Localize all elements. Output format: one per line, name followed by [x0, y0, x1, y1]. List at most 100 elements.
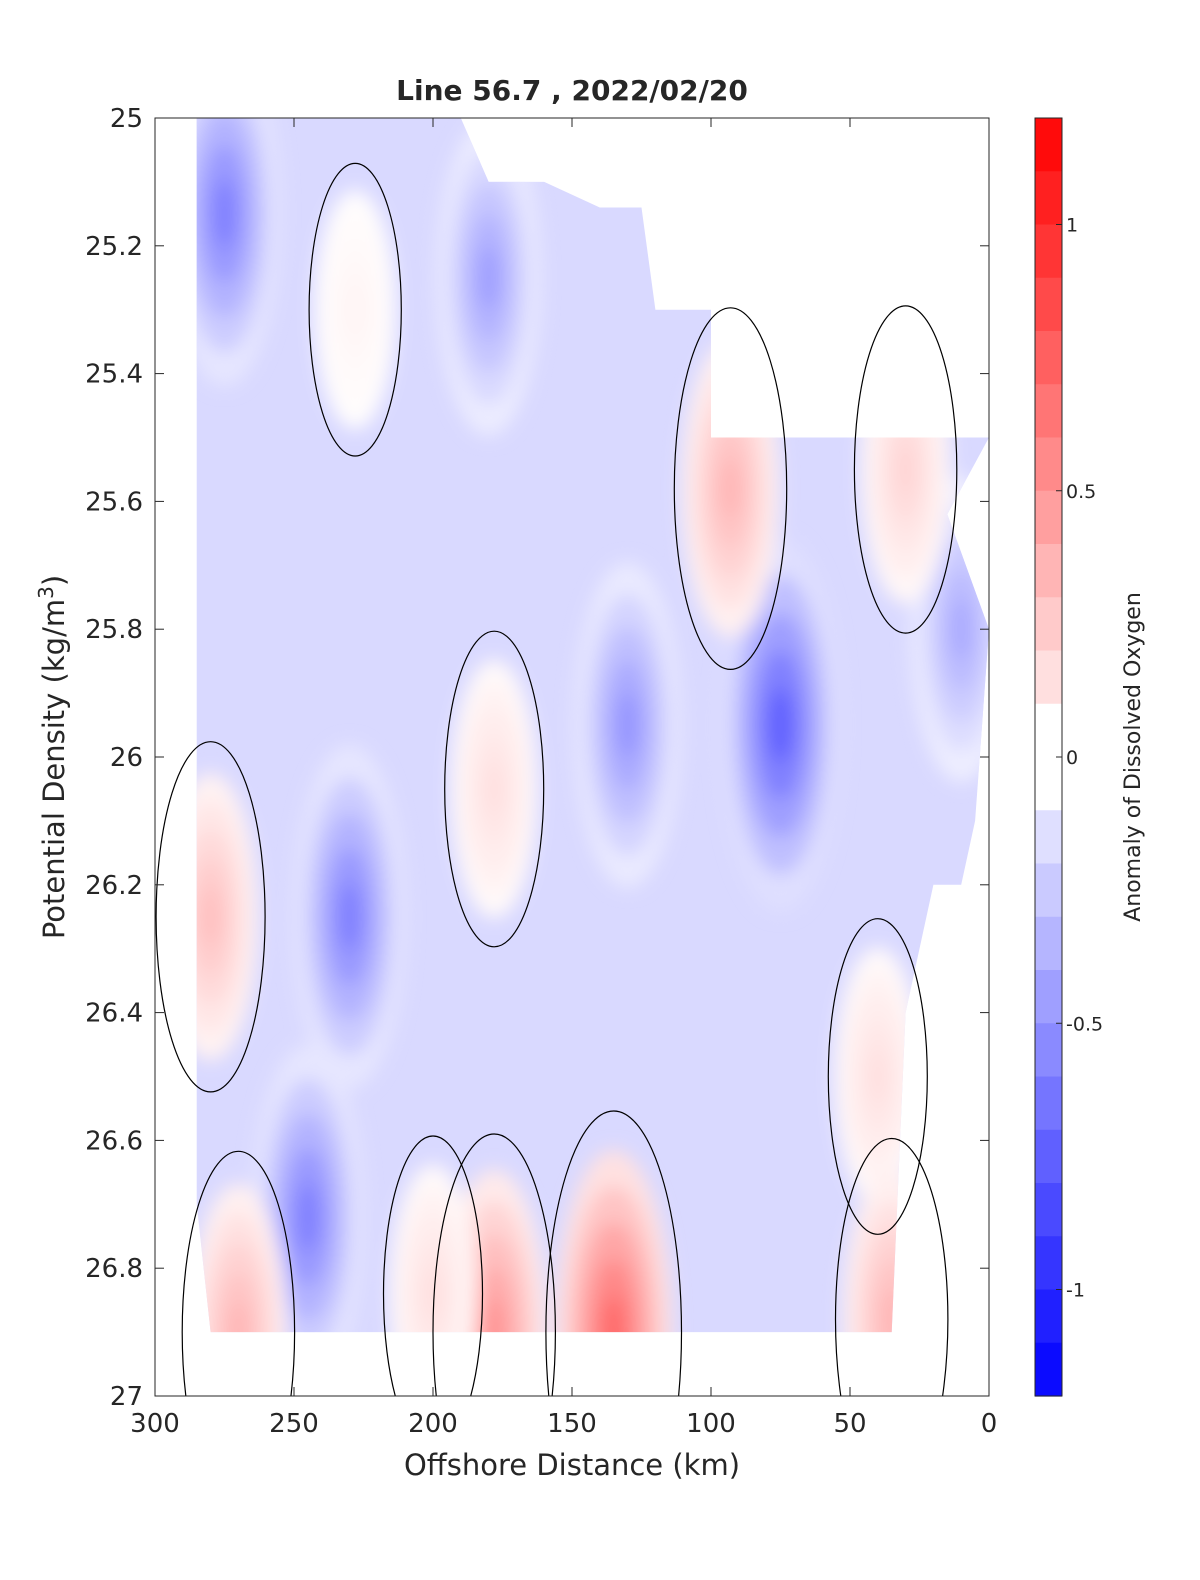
y-axis-label-superscript: 3 — [34, 586, 58, 599]
anomaly-level — [483, 1299, 505, 1333]
colorbar-label: Anomaly of Dissolved Oxygen — [1121, 592, 1146, 922]
y-tick-label: 26 — [110, 743, 143, 773]
anomaly-level — [617, 692, 639, 758]
anomaly-level — [347, 285, 364, 334]
anomaly-level — [296, 1182, 319, 1252]
zero-contour-line — [853, 305, 958, 634]
y-axis-label-main: Potential Density (kg/m — [37, 599, 71, 939]
colorbar-segment — [1035, 171, 1062, 226]
x-tick-label: 300 — [130, 1409, 180, 1439]
colorbar-segment — [1035, 544, 1062, 598]
anomaly-level — [338, 882, 361, 952]
anomaly-feature — [720, 538, 841, 912]
anomaly-level — [896, 442, 915, 497]
colorbar-segment — [1035, 970, 1062, 1024]
y-tick-label: 25 — [110, 104, 143, 134]
colorbar: 1 0.5 0 -0.5 -1 — [1034, 117, 1103, 1397]
colorbar-segment — [1035, 916, 1062, 971]
colorbar-segment — [1035, 810, 1062, 865]
colorbar-segment — [1035, 1289, 1062, 1344]
zero-contour-line — [308, 162, 402, 457]
x-tick-label: 0 — [981, 1409, 998, 1439]
anomaly-feature — [555, 1150, 673, 1333]
colorbar-segment — [1035, 597, 1062, 652]
anomaly-feature — [451, 659, 538, 919]
x-tick-label: 100 — [686, 1409, 736, 1439]
x-tick-label: 50 — [833, 1409, 866, 1439]
zero-contour-line — [545, 1110, 683, 1396]
colorbar-segment — [1035, 277, 1062, 332]
colorbar-segment — [1035, 224, 1062, 279]
zero-contour-line — [444, 630, 545, 948]
anomaly-level — [213, 179, 236, 249]
colorbar-segment — [1035, 757, 1062, 811]
colorbar-tick-label: 0 — [1066, 747, 1078, 769]
zero-contour-line — [827, 918, 928, 1235]
colorbar-tick-label: 0.5 — [1066, 481, 1096, 503]
y-tick-label: 26.6 — [85, 1126, 143, 1156]
x-tick-label: 150 — [547, 1409, 597, 1439]
colorbar-tick-label: -0.5 — [1066, 1013, 1103, 1035]
zero-contour-line — [181, 1150, 296, 1396]
anomaly-level — [228, 1302, 249, 1333]
colorbar-tick-label: 1 — [1066, 215, 1078, 237]
colorbar-segment — [1035, 490, 1062, 545]
colorbar-segment — [1035, 437, 1062, 492]
colorbar-segment — [1035, 1076, 1062, 1131]
anomaly-level — [209, 1243, 268, 1333]
y-tick-label: 26.4 — [85, 999, 143, 1029]
zero-contours — [155, 162, 958, 1396]
anomaly-level — [951, 598, 972, 660]
anomaly-feature — [574, 562, 681, 888]
colorbar-segment — [1035, 1023, 1062, 1078]
zero-contour-line — [382, 1135, 484, 1396]
colorbar-segment — [1035, 118, 1062, 172]
anomaly-feature — [389, 1164, 477, 1333]
anomaly-level — [473, 1266, 516, 1333]
colorbar-tick-label: -1 — [1066, 1280, 1085, 1302]
zero-contour-line — [155, 741, 266, 1093]
anomaly-level — [768, 687, 793, 763]
y-tick-label: 25.8 — [85, 615, 143, 645]
y-tick-label: 27 — [110, 1382, 143, 1412]
colorbar-segment — [1035, 863, 1062, 918]
chart-title: Line 56.7 , 2022/02/20 — [396, 74, 748, 107]
colorbar-segment — [1035, 384, 1062, 439]
axes: 300 250 200 150 100 50 0 25 25.2 25.4 25.6 25.8 26 26… — [85, 104, 997, 1439]
anomaly-level — [201, 888, 221, 946]
anomaly-feature — [437, 119, 540, 437]
colorbar-segment — [1035, 703, 1062, 758]
colorbar-segment — [1035, 1236, 1062, 1291]
anomaly-level — [720, 458, 741, 519]
anomaly-level — [869, 1050, 887, 1103]
colorbar-segment — [1035, 331, 1062, 385]
y-tick-label: 26.8 — [85, 1254, 143, 1284]
y-axis-label: Potential Density (kg/m3) — [34, 575, 71, 939]
x-tick-label: 200 — [408, 1409, 458, 1439]
anomaly-feature — [314, 189, 396, 430]
anomaly-level — [478, 246, 499, 310]
zero-contour-line — [834, 1137, 949, 1396]
anomaly-feature — [294, 744, 406, 1090]
y-tick-label: 25.6 — [85, 487, 143, 517]
y-tick-label: 25.4 — [85, 360, 143, 390]
colorbar-segment — [1035, 650, 1062, 705]
anomaly-feature — [196, 118, 281, 387]
anomaly-level — [424, 1267, 442, 1320]
x-axis-label: Offshore Distance (km) — [404, 1448, 740, 1482]
y-axis-label-close: ) — [37, 575, 71, 586]
anomaly-feature — [196, 773, 258, 1061]
anomaly-level — [602, 1295, 626, 1333]
colorbar-segment — [1035, 1342, 1062, 1397]
y-tick-label: 26.2 — [85, 871, 143, 901]
zero-contour-line — [432, 1133, 556, 1396]
anomaly-feature — [834, 947, 921, 1206]
x-tick-label: 250 — [269, 1409, 319, 1439]
colorbar-segment — [1035, 1129, 1062, 1184]
y-tick-label: 25.2 — [85, 232, 143, 262]
anomaly-feature — [196, 1183, 287, 1333]
anomaly-level — [485, 763, 503, 815]
colorbar-segment — [1035, 1183, 1062, 1237]
